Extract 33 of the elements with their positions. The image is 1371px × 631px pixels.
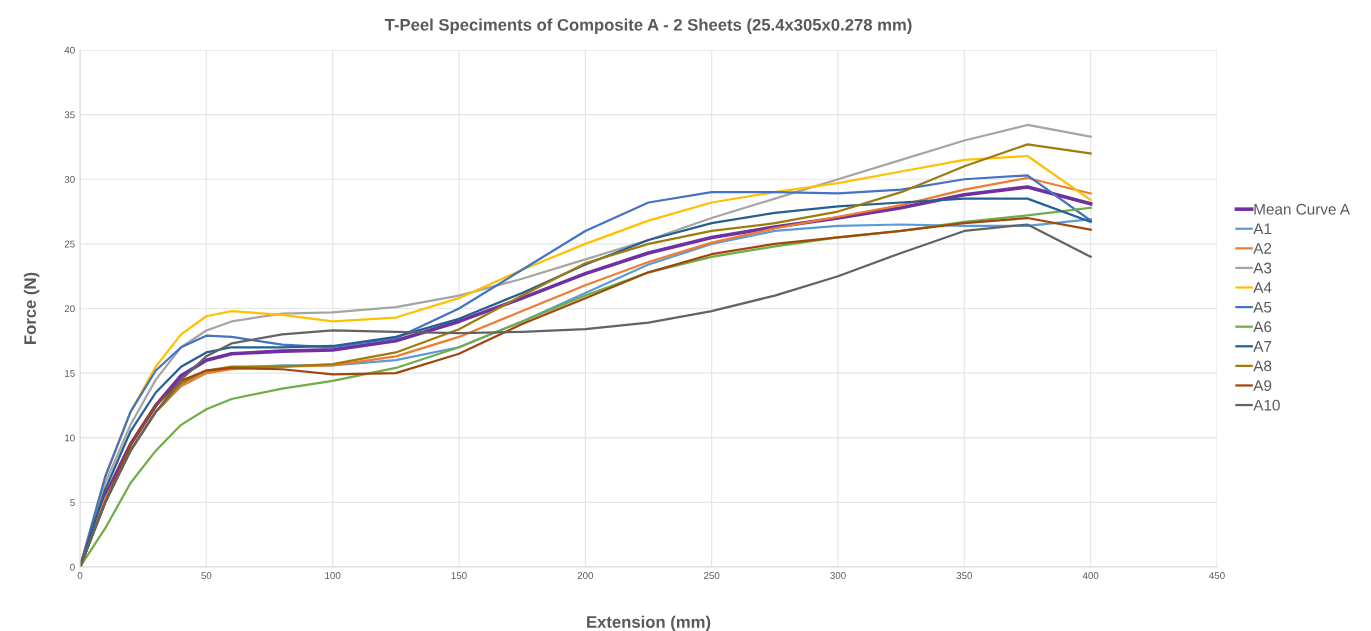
x-axis-title: Extension (mm)	[587, 615, 711, 631]
legend-label: A7	[1253, 341, 1272, 352]
chart-title: T-Peel Speciments of Composite A - 2 Sheets (25.4x305x0.278 mm)	[384, 18, 912, 35]
legend-label: A9	[1253, 380, 1272, 391]
x-tick-label: 300	[830, 572, 846, 579]
x-tick-label: 350	[956, 572, 973, 579]
legend-label: A3	[1253, 262, 1272, 274]
legend-label: A5	[1253, 301, 1272, 313]
x-tick-label: 200	[577, 572, 594, 579]
y-tick-label: 40	[64, 46, 75, 54]
legend-label: A10	[1253, 399, 1280, 411]
y-axis-title: Force (N)	[23, 272, 40, 344]
y-tick-label: 5	[70, 499, 75, 506]
legend-label: A8	[1253, 360, 1272, 372]
y-tick-label: 0	[70, 563, 75, 571]
x-tick-label: 0	[77, 572, 83, 579]
legend-label: Mean Curve A	[1254, 203, 1351, 215]
y-tick-label: 20	[64, 305, 75, 313]
y-tick-label: 35	[64, 111, 75, 119]
legend-label: A2	[1253, 243, 1272, 254]
legend-label: A1	[1253, 223, 1272, 235]
y-tick-label: 10	[65, 434, 75, 442]
legend-label: A6	[1253, 321, 1272, 333]
x-tick-label: 150	[451, 572, 467, 579]
x-tick-label: 450	[1209, 572, 1225, 579]
y-tick-label: 30	[64, 175, 75, 183]
x-tick-label: 250	[704, 572, 720, 579]
y-tick-label: 25	[64, 240, 75, 248]
x-tick-label: 100	[325, 572, 341, 579]
x-tick-label: 400	[1082, 572, 1099, 579]
legend-label: A4	[1253, 282, 1272, 293]
y-tick-label: 15	[65, 369, 75, 377]
x-tick-label: 50	[201, 572, 212, 579]
